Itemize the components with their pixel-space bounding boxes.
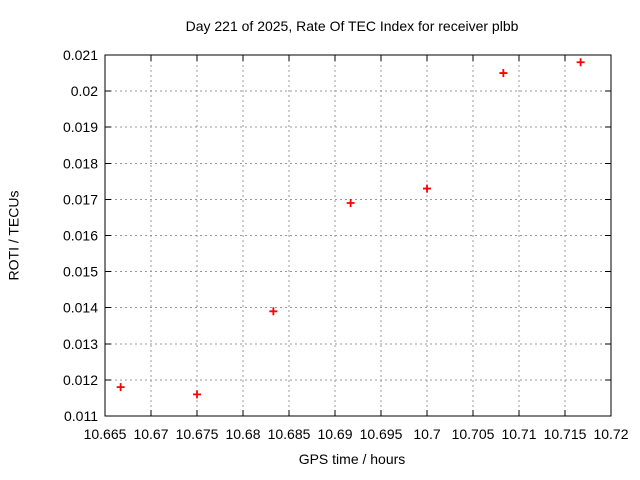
x-axis-label: GPS time / hours bbox=[298, 451, 406, 467]
data-point bbox=[116, 383, 125, 392]
y-tick-label: 0.019 bbox=[63, 119, 98, 135]
x-tick-label: 10.69 bbox=[317, 426, 352, 442]
y-tick-label: 0.013 bbox=[63, 336, 98, 352]
y-tick-label: 0.012 bbox=[63, 372, 98, 388]
x-tick-label: 10.685 bbox=[268, 426, 311, 442]
y-tick-label: 0.015 bbox=[63, 264, 98, 280]
data-point bbox=[193, 390, 201, 399]
x-tick-label: 10.705 bbox=[452, 426, 495, 442]
y-tick-label: 0.016 bbox=[63, 228, 98, 244]
x-tick-label: 10.7 bbox=[413, 426, 440, 442]
y-tick-label: 0.021 bbox=[63, 47, 98, 63]
chart-title: Day 221 of 2025, Rate Of TEC Index for r… bbox=[185, 18, 519, 34]
x-tick-label: 10.665 bbox=[84, 426, 127, 442]
data-point bbox=[346, 199, 355, 208]
y-tick-label: 0.011 bbox=[64, 408, 98, 424]
x-tick-label: 10.72 bbox=[593, 426, 628, 442]
x-tick-label: 10.695 bbox=[360, 426, 403, 442]
data-point bbox=[269, 307, 278, 316]
x-tick-label: 10.71 bbox=[501, 426, 536, 442]
y-tick-label: 0.014 bbox=[63, 300, 98, 316]
x-tick-label: 10.675 bbox=[176, 426, 219, 442]
data-point bbox=[576, 58, 585, 67]
data-point bbox=[499, 69, 508, 78]
y-tick-label: 0.02 bbox=[71, 83, 98, 99]
data-point bbox=[423, 184, 431, 193]
y-tick-label: 0.018 bbox=[63, 155, 98, 171]
y-tick-label: 0.017 bbox=[63, 191, 98, 207]
x-tick-label: 10.67 bbox=[133, 426, 168, 442]
x-tick-label: 10.715 bbox=[544, 426, 587, 442]
x-tick-label: 10.68 bbox=[225, 426, 260, 442]
